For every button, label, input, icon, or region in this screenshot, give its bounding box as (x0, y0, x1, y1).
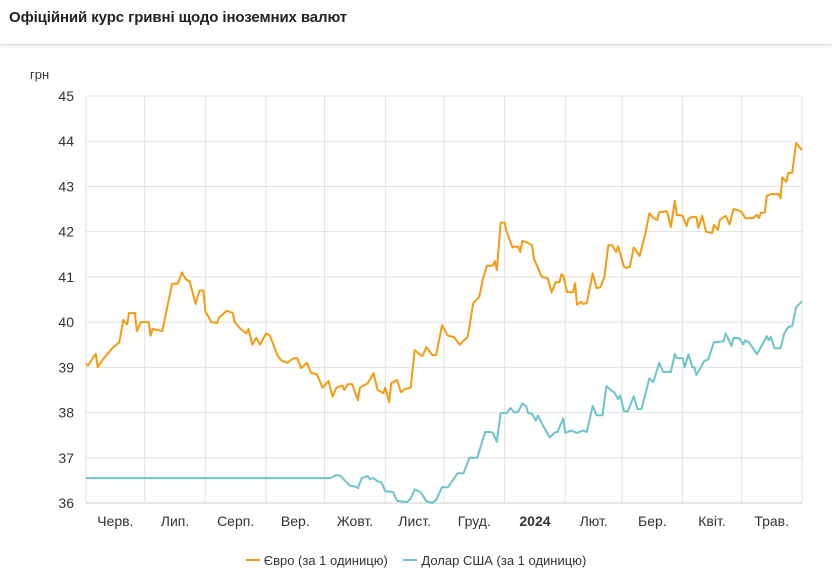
x-tick-label: Серп. (217, 513, 254, 529)
x-tick-labels: Черв. Лип. Серп. Вер. Жовт. Лист. Груд. 2024 Лют… (97, 513, 789, 529)
x-tick-label: Лип. (161, 513, 189, 529)
x-tick-label: Лист. (398, 513, 431, 529)
legend-label-euro: Євро (за 1 одиницю) (263, 552, 388, 568)
x-tick-label: Лют. (580, 513, 608, 529)
legend-item-usd[interactable]: Долар США (за 1 одиницю) (403, 553, 586, 568)
x-tick-label: Груд. (458, 513, 491, 529)
legend-swatch-usd (403, 559, 418, 561)
x-tick-label: Квіт. (698, 513, 725, 529)
y-tick-label: 37 (58, 450, 74, 466)
page-header: Офіційний курс гривні щодо іноземних вал… (0, 0, 832, 45)
y-tick-label: 40 (58, 314, 74, 330)
legend: Євро (за 1 одиницю) Долар США (за 1 один… (0, 549, 832, 568)
series-line-euro (86, 142, 802, 404)
x-tick-label: Бер. (638, 513, 667, 529)
series-line-usd (86, 300, 802, 504)
y-tick-label: 44 (58, 133, 74, 149)
legend-item-euro[interactable]: Євро (за 1 одиницю) (245, 552, 388, 568)
x-tick-label: 2024 (519, 513, 550, 529)
legend-swatch-euro (245, 559, 260, 561)
y-tick-label: 36 (58, 495, 74, 511)
y-tick-label: 43 (58, 178, 74, 194)
page-title: Офіційний курс гривні щодо іноземних вал… (9, 9, 348, 26)
series-lines (86, 142, 802, 504)
x-tick-label: Трав. (754, 513, 789, 529)
grid (85, 95, 803, 504)
y-tick-label: 45 (58, 88, 74, 104)
y-tick-label: 42 (58, 224, 74, 240)
y-axis-unit-label: грн (30, 67, 49, 82)
x-tick-label: Черв. (97, 513, 133, 529)
x-tick-label: Вер. (281, 513, 310, 529)
legend-label-usd: Долар США (за 1 одиницю) (421, 552, 587, 568)
y-tick-label: 38 (58, 405, 74, 421)
y-tick-labels: 36 37 38 39 40 41 42 43 44 45 (58, 88, 74, 511)
y-tick-label: 41 (58, 269, 74, 285)
y-tick-label: 39 (58, 359, 74, 375)
x-tick-label: Жовт. (337, 513, 373, 529)
